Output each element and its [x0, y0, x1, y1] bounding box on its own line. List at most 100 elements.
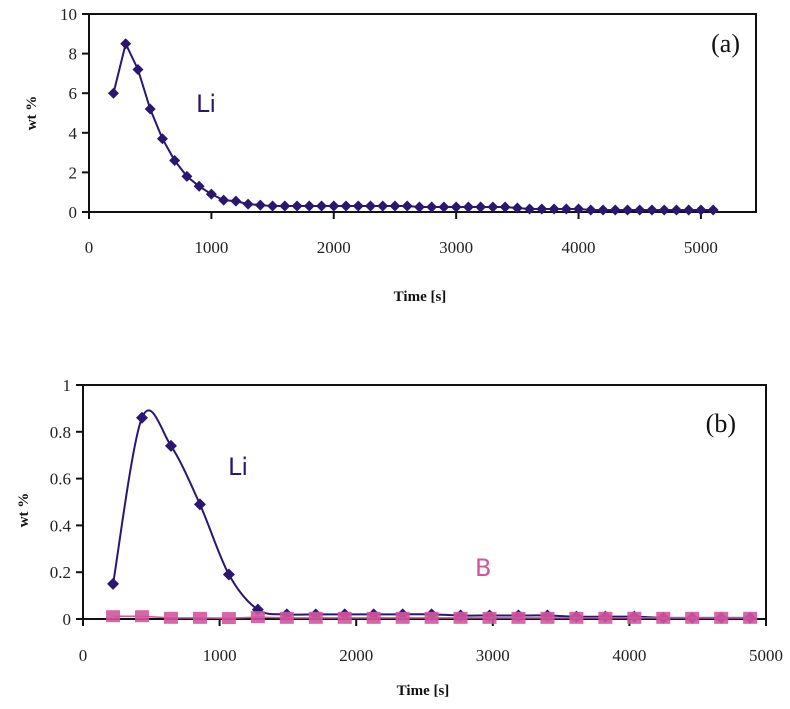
data-point-li — [169, 155, 181, 167]
data-point-li — [120, 38, 132, 50]
data-point-b — [482, 611, 497, 624]
y-tick-label: 4 — [69, 124, 78, 143]
data-point-li — [695, 204, 707, 216]
chart-panel-b: 0 0.2 0.4 0.6 0.8 1 0 1000 2000 3000 4000 5000 (b)… — [16, 376, 783, 699]
data-point-li — [536, 203, 548, 215]
x-axis-ticks: 0 1000 2000 3000 4000 5000 — [85, 212, 718, 257]
y-tick-label: 2 — [69, 163, 78, 182]
data-point-li — [475, 201, 487, 213]
data-point-li — [164, 439, 177, 452]
x-axis-title: Time [s] — [394, 289, 447, 305]
series-group — [106, 409, 758, 625]
y-tick-label: 0 — [63, 610, 72, 629]
data-point-b — [192, 611, 207, 624]
data-point-li — [230, 195, 242, 207]
data-point-li — [658, 204, 670, 216]
data-point-li — [205, 188, 217, 200]
x-axis-title: Time [s] — [397, 683, 450, 699]
data-point-b — [106, 610, 121, 623]
x-axis-ticks: 0 1000 2000 3000 4000 5000 — [79, 619, 783, 665]
data-point-b — [656, 611, 671, 624]
data-point-li — [487, 201, 499, 213]
data-point-li — [560, 203, 572, 215]
series-li — [107, 38, 719, 216]
data-point-b — [453, 611, 468, 624]
data-point-b — [395, 611, 410, 624]
data-point-li — [707, 204, 719, 216]
data-point-b — [250, 611, 265, 624]
y-tick-label: 8 — [69, 45, 78, 64]
data-point-li — [548, 203, 560, 215]
y-tick-label: 1 — [63, 376, 72, 395]
data-point-b — [366, 611, 381, 624]
data-point-li — [364, 200, 376, 212]
data-point-b — [743, 611, 758, 624]
x-tick-label: 1000 — [194, 238, 228, 257]
y-tick-label: 0 — [69, 203, 78, 222]
y-tick-label: 10 — [60, 5, 77, 24]
series-label-b: B — [475, 554, 491, 582]
data-point-li — [462, 201, 474, 213]
data-point-li — [670, 204, 682, 216]
data-point-li — [181, 170, 193, 182]
series-line-li — [112, 409, 751, 619]
data-point-b — [279, 611, 294, 624]
data-point-b — [308, 611, 323, 624]
data-point-li — [254, 199, 266, 211]
y-axis-ticks: 0 2 4 6 8 10 — [60, 5, 89, 222]
data-point-li — [524, 203, 536, 215]
data-point-li — [401, 200, 413, 212]
data-point-li — [144, 103, 156, 115]
data-point-li — [609, 204, 621, 216]
y-tick-label: 0.6 — [50, 470, 71, 489]
series-li — [107, 409, 757, 624]
data-point-li — [218, 194, 230, 206]
data-point-li — [193, 498, 206, 511]
data-point-li — [413, 201, 425, 213]
data-point-li — [242, 198, 254, 210]
data-point-li — [132, 63, 144, 75]
data-point-b — [714, 611, 729, 624]
data-point-li — [136, 411, 149, 424]
data-point-b — [135, 610, 150, 623]
data-point-li — [291, 200, 303, 212]
data-point-li — [450, 201, 462, 213]
data-point-li — [585, 204, 597, 216]
x-tick-label: 0 — [85, 238, 94, 257]
y-axis-title: wt % — [24, 96, 40, 131]
x-tick-label: 3000 — [476, 646, 510, 665]
data-point-b — [221, 612, 236, 625]
series-b — [106, 610, 758, 625]
x-tick-label: 0 — [79, 646, 88, 665]
data-point-li — [597, 204, 609, 216]
data-point-b — [511, 611, 526, 624]
data-point-li — [193, 180, 205, 192]
data-point-li — [377, 200, 389, 212]
data-point-li — [646, 204, 658, 216]
x-tick-label: 4000 — [562, 238, 596, 257]
data-point-li — [621, 204, 633, 216]
series-label-li: Li — [228, 453, 248, 481]
data-point-b — [424, 611, 439, 624]
panel-label: (a) — [711, 29, 740, 58]
data-point-b — [337, 611, 352, 624]
data-point-li — [303, 200, 315, 212]
series-label-li: Li — [196, 90, 216, 118]
panel-label: (b) — [706, 409, 736, 438]
data-point-b — [163, 611, 178, 624]
data-point-li — [426, 201, 438, 213]
data-point-li — [107, 87, 119, 99]
y-tick-label: 6 — [69, 84, 78, 103]
x-tick-label: 3000 — [439, 238, 473, 257]
data-point-li — [316, 200, 328, 212]
x-tick-label: 2000 — [317, 238, 351, 257]
data-point-li — [573, 203, 585, 215]
data-point-b — [685, 611, 700, 624]
data-point-li — [340, 200, 352, 212]
data-point-li — [107, 577, 120, 590]
plot-area-frame — [88, 13, 757, 213]
x-tick-label: 1000 — [203, 646, 237, 665]
data-point-li — [634, 204, 646, 216]
y-tick-label: 0.4 — [50, 516, 72, 535]
